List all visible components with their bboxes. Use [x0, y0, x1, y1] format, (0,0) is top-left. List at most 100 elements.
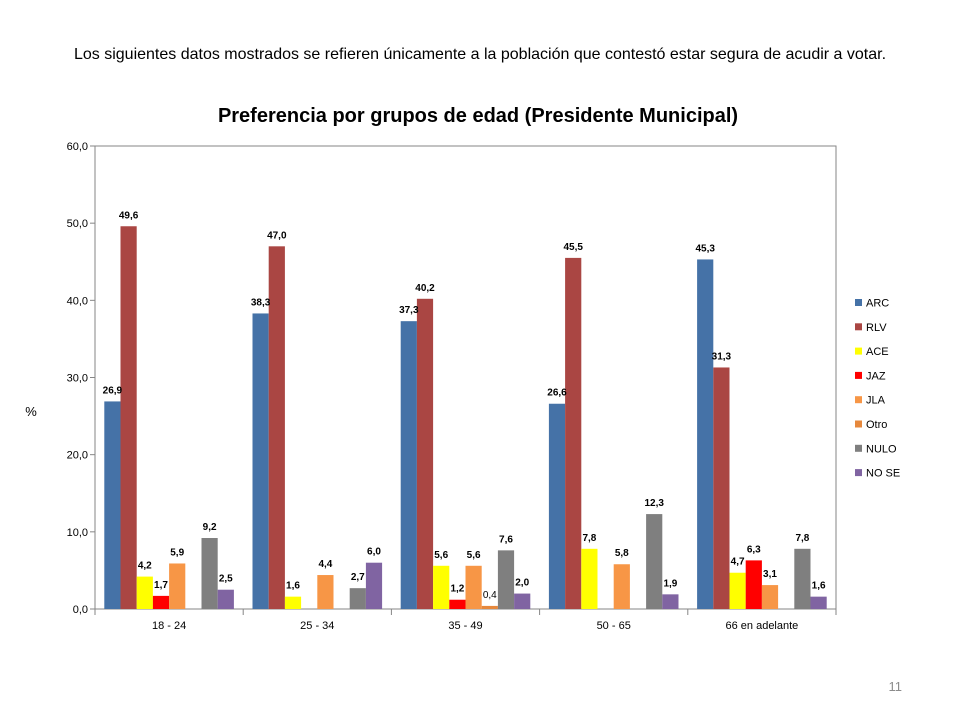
data-label: 45,5	[563, 242, 583, 253]
bar-no-se	[662, 594, 679, 609]
data-label: 45,3	[695, 243, 715, 254]
bar-rlv	[713, 367, 730, 609]
x-tick-label: 18 - 24	[152, 620, 186, 632]
bar-no-se	[365, 562, 383, 609]
bar-nulo	[497, 550, 515, 609]
data-label: 1,2	[450, 584, 464, 595]
legend-swatch	[855, 323, 862, 331]
bar-jaz	[449, 599, 466, 609]
bar-arc	[548, 403, 566, 609]
legend-label: Otro	[866, 419, 887, 431]
bar-no-se	[810, 596, 827, 609]
data-label: 1,9	[663, 578, 677, 589]
data-label: 37,3	[399, 305, 419, 316]
bar-rlv	[268, 246, 285, 610]
bar-ace	[284, 596, 302, 609]
data-label: 5,6	[434, 550, 448, 561]
y-tick-label: 60,0	[67, 141, 88, 153]
data-label: 6,3	[747, 544, 761, 555]
data-label: 7,6	[499, 534, 513, 545]
y-axis-label: %	[25, 404, 37, 419]
y-tick-label: 0,0	[73, 604, 88, 616]
bar-jla	[613, 564, 630, 609]
data-label: 38,3	[251, 297, 271, 308]
bar-arc	[697, 259, 714, 609]
data-label: 26,6	[547, 388, 567, 399]
data-label: 3,1	[763, 569, 777, 580]
x-tick-label: 35 - 49	[448, 620, 482, 632]
chart-title: Preferencia por grupos de edad (Presiden…	[218, 105, 738, 127]
x-tick-label: 50 - 65	[597, 620, 631, 632]
bar-arc	[252, 313, 269, 609]
data-label: 9,2	[203, 522, 217, 533]
data-label: 4,4	[318, 559, 332, 570]
data-label: 0,4	[483, 590, 497, 601]
bar-arc	[104, 401, 121, 609]
bar-jla	[317, 575, 334, 609]
bar-nulo	[201, 538, 218, 609]
data-label: 31,3	[712, 351, 732, 362]
bar-rlv	[416, 298, 434, 609]
bar-rlv	[565, 257, 582, 609]
bar-ace	[729, 572, 746, 609]
bar-otro	[481, 605, 498, 609]
y-tick-label: 30,0	[67, 373, 88, 385]
legend-swatch	[855, 420, 862, 428]
bar-jla	[169, 563, 186, 609]
chart-bars	[104, 226, 827, 610]
data-label: 1,6	[812, 581, 826, 592]
bar-nulo	[349, 588, 366, 609]
bar-no-se	[514, 593, 531, 609]
legend-label: JLA	[866, 395, 886, 407]
data-label: 5,8	[615, 548, 629, 559]
data-label: 47,0	[267, 230, 287, 241]
chart-axes: 0,0 10,0 20,0 30,0 40,0 50,0 60,0 18 - 24 25 - 3…	[67, 141, 837, 632]
legend-swatch	[855, 396, 862, 404]
legend-label: NULO	[866, 443, 897, 455]
legend-swatch	[855, 469, 862, 477]
legend-swatch	[855, 444, 862, 452]
bar-jaz	[745, 560, 762, 609]
data-label: 40,2	[415, 283, 435, 294]
y-tick-label: 20,0	[67, 450, 88, 462]
data-label: 26,9	[103, 385, 123, 396]
legend-label: NO SE	[866, 468, 900, 480]
data-label: 4,7	[731, 557, 745, 568]
bar-no-se	[217, 589, 234, 609]
data-label: 49,6	[119, 210, 139, 221]
bar-jla	[465, 565, 482, 609]
y-tick-label: 40,0	[67, 295, 88, 307]
data-label: 7,8	[795, 533, 809, 544]
data-label: 2,7	[351, 572, 365, 583]
data-label: 5,9	[170, 547, 184, 558]
page-number: 11	[888, 679, 903, 694]
data-label: 12,3	[644, 498, 664, 509]
chart-data-labels: 26,9 38,3 37,3 26,6 45,3 49,6 47,0 40,2 45,5 31,3…	[103, 210, 826, 601]
bar-ace	[581, 548, 598, 609]
bar-jaz	[152, 595, 170, 609]
bar-jla	[761, 585, 779, 609]
data-label: 6,0	[367, 547, 381, 558]
y-tick-label: 50,0	[67, 218, 88, 230]
bar-arc	[400, 321, 417, 609]
legend-label: ARC	[866, 298, 889, 310]
legend-swatch	[855, 299, 862, 306]
data-label: 1,7	[154, 580, 168, 591]
legend-label: ACE	[866, 346, 889, 358]
intro-text: Los siguientes datos mostrados se refier…	[73, 46, 887, 63]
x-tick-label: 25 - 34	[300, 620, 334, 632]
bar-ace	[433, 565, 450, 609]
data-label: 1,6	[286, 581, 300, 592]
data-label: 2,0	[515, 578, 529, 589]
data-label: 4,2	[138, 561, 152, 572]
legend-label: RLV	[866, 322, 887, 334]
legend-swatch	[855, 371, 862, 379]
bar-rlv	[120, 226, 137, 609]
data-label: 5,6	[467, 550, 481, 561]
bar-nulo	[646, 514, 663, 609]
data-label: 2,5	[219, 574, 233, 585]
chart-legend: ARC RLV ACE JAZ JLA Otro NULO NO SE	[855, 298, 900, 480]
bar-nulo	[794, 548, 811, 609]
bar-ace	[136, 576, 153, 609]
